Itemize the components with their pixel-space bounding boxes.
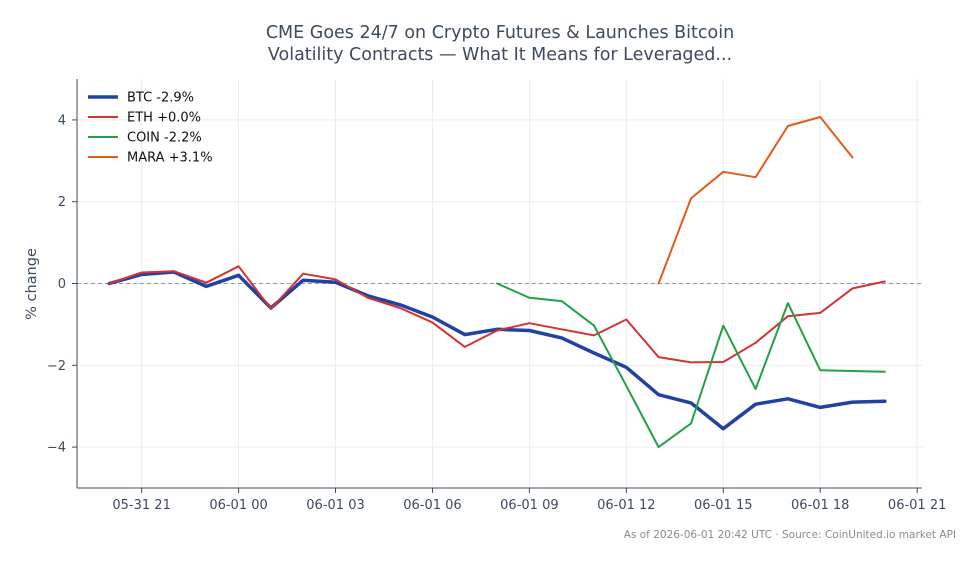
legend-label-3: MARA +3.1% xyxy=(127,151,213,166)
x-tick-label-5: 06-01 12 xyxy=(597,498,655,513)
y-tick-label-2: 0 xyxy=(58,277,66,292)
x-tick-label-8: 06-01 21 xyxy=(888,498,946,513)
x-tick-label-6: 06-01 15 xyxy=(694,498,752,513)
x-axis-ticks: 05-31 21 06-01 00 06-01 03 06-01 06 06-01 09… xyxy=(112,488,946,513)
x-tick-label-1: 06-01 00 xyxy=(209,498,267,513)
legend-label-2: COIN -2.2% xyxy=(127,131,202,146)
x-tick-label-4: 06-01 09 xyxy=(500,498,558,513)
series-line-0 xyxy=(107,270,887,431)
x-tick-label-2: 06-01 03 xyxy=(306,498,364,513)
chart-title-line-1: CME Goes 24/7 on Crypto Futures & Launch… xyxy=(266,23,734,43)
x-tick-label-3: 06-01 06 xyxy=(403,498,461,513)
y-tick-label-3: 2 xyxy=(58,195,66,210)
x-tick-label-0: 05-31 21 xyxy=(112,498,170,513)
series-line-2 xyxy=(496,282,886,449)
legend-label-1: ETH +0.0% xyxy=(127,111,201,126)
y-tick-label-1: −2 xyxy=(47,359,66,374)
series-line-1 xyxy=(108,265,886,364)
chart-title-line-2: Volatility Contracts — What It Means for… xyxy=(268,45,732,65)
series-lines xyxy=(107,116,887,449)
legend-label-0: BTC -2.9% xyxy=(127,91,194,106)
x-tick-label-7: 06-01 18 xyxy=(791,498,849,513)
y-tick-label-4: 4 xyxy=(58,113,66,128)
y-axis-ticks: −4 −2 0 2 4 xyxy=(47,113,77,456)
footnote: As of 2026-06-01 20:42 UTC · Source: Coi… xyxy=(624,529,956,541)
y-tick-label-0: −4 xyxy=(47,441,66,456)
series-line-3 xyxy=(657,116,854,285)
legend: BTC -2.9% ETH +0.0% COIN -2.2% MARA +3.1% xyxy=(88,91,213,166)
y-axis-label: % change xyxy=(24,248,40,320)
